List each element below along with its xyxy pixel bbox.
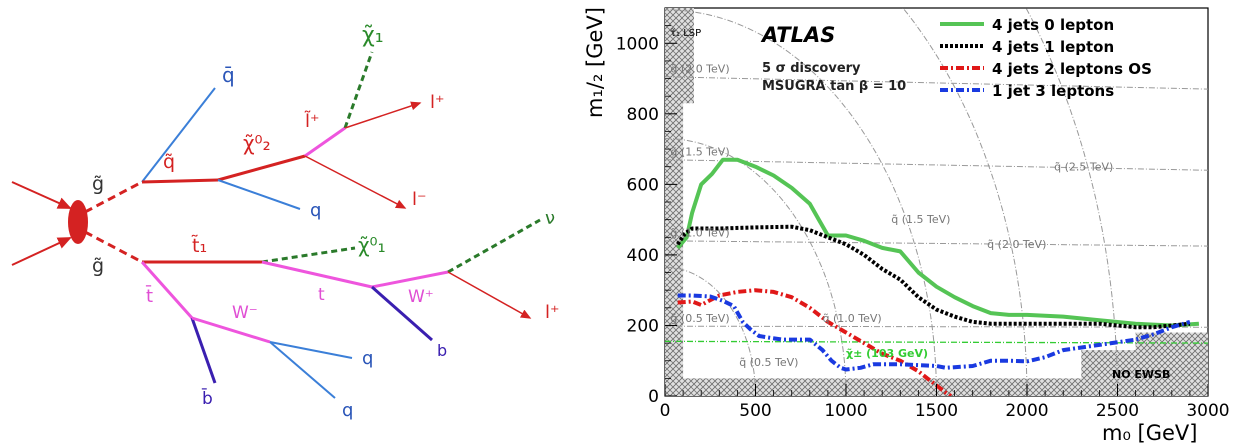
gluino-contour-0 (665, 325, 1208, 328)
legend-label-2: 4 jets 2 leptons OS (992, 60, 1152, 78)
label-neutralino1: χ̃⁰₁ (358, 233, 386, 257)
label-neutrino: ν (545, 208, 555, 229)
legend-label-1: 4 jets 1 lepton (992, 38, 1114, 56)
squark-contour-4 (1025, 8, 1118, 396)
wplus-line (371, 270, 449, 289)
squark-contour-label-0: q̃ (0.5 TeV) (739, 356, 798, 369)
antibottom-line (190, 317, 217, 384)
neutrino-line (447, 218, 541, 274)
chart-title: ATLAS (760, 23, 835, 47)
gluino-contour-3 (665, 76, 1208, 90)
neutralino1-line (261, 246, 356, 264)
incoming-proton-2 (11, 237, 72, 266)
incoming-proton-1 (11, 181, 72, 209)
legend-label-3: 1 jet 3 leptons (992, 82, 1114, 100)
y-tick-label-4: 800 (627, 105, 659, 125)
quark-low2-line (269, 341, 336, 399)
label-neutralino2: χ̃⁰₂ (243, 131, 271, 155)
label-chargino: χ̃₁ (362, 23, 384, 48)
legend-label-0: 4 jets 0 lepton (992, 16, 1114, 34)
gluino-lower (84, 230, 143, 264)
label-gluino-bottom: g̃ (92, 255, 104, 277)
label-antiquark: q̄ (222, 63, 235, 87)
label-quark-low2: q (342, 400, 353, 421)
squark-contour-3 (902, 8, 1028, 396)
label-stop: t̃₁ (191, 235, 207, 257)
x-tick-label-5: 2500 (1096, 401, 1139, 421)
y-tick-label-3: 600 (627, 175, 659, 195)
x-axis-label: m₀ [GeV] (1102, 421, 1198, 445)
quark-low1-line (269, 341, 353, 359)
label-lepton-plus-right: l⁺ (545, 302, 560, 323)
x-tick-label-0: 0 (660, 401, 671, 421)
label-slepton: l̃⁺ (304, 111, 320, 132)
bottom-line (371, 285, 433, 342)
y-tick-label-0: 0 (648, 387, 659, 407)
slepton-line (304, 126, 346, 158)
hatched-region-4 (1135, 332, 1208, 396)
series-line-2 (677, 288, 953, 396)
x-tick-label-6: 3000 (1186, 401, 1229, 421)
gluino-contour-1 (665, 240, 1208, 247)
annotation-line-2: MSUGRA tan β = 10 (762, 79, 906, 94)
squark-contour-label-4: q̃ (2.5 TeV) (1054, 160, 1113, 173)
label-lepton-plus-top: l⁺ (430, 92, 445, 113)
lepton-plus-top-line (344, 101, 422, 129)
label-quark-low1: q (362, 348, 373, 369)
series-line-1 (676, 224, 1191, 330)
label-antitop: t̄ (145, 285, 153, 307)
feynman-diagram: g̃ g̃ q̄ q̃ χ̃⁰₂ l̃⁺ χ̃₁ l⁺ l⁻ q t̃₁ χ̃⁰… (11, 23, 560, 421)
atlas-discovery-plot: 0 500 1000 1500 2000 2500 3000 0 200 400 600 800 100… (583, 7, 1230, 445)
top-line (261, 260, 373, 289)
squark-contour-label-2: q̃ (1.5 TeV) (891, 213, 950, 226)
label-bottom: b (437, 341, 447, 360)
antitop-line (140, 261, 194, 319)
label-wplus: W⁺ (408, 287, 434, 307)
squark-line (141, 178, 219, 184)
annotation-line-1: 5 σ discovery (762, 61, 861, 76)
x-tick-label-1: 500 (739, 401, 771, 421)
label-lepton-minus: l⁻ (412, 189, 427, 210)
x-tick-label-2: 1000 (824, 401, 867, 421)
squark-contour-2 (665, 9, 937, 396)
gluino-contour-label-2: g̃ (1.5 TeV) (670, 145, 729, 158)
y-tick-label-2: 400 (627, 246, 659, 266)
squark-contour-label-1: q̃ (1.0 TeV) (822, 312, 881, 325)
collision-vertex (68, 200, 88, 244)
series-line-3 (677, 293, 1191, 372)
wminus-line (191, 316, 271, 344)
legend: 4 jets 0 lepton 4 jets 1 lepton 4 jets 2 l… (940, 16, 1152, 100)
x-tick-label-4: 2000 (1005, 401, 1048, 421)
antiquark-line (141, 87, 216, 183)
gluino-contour-label-1: g̃ (1.0 TeV) (670, 227, 729, 240)
lepton-minus-line (304, 155, 407, 209)
label-antibottom: b̄ (202, 387, 213, 409)
y-axis-label: m₁/₂ [GeV] (583, 7, 607, 118)
label-quark-mid: q (310, 200, 321, 221)
quark-mid-line (217, 179, 301, 210)
gluino-contour-label-0: g̃ (0.5 TeV) (670, 312, 729, 325)
x-tick-label-3: 1500 (915, 401, 958, 421)
lsp-region-label: τ̃₁ LSP (670, 27, 701, 39)
label-squark: q̃ (163, 151, 175, 173)
label-top: t (318, 285, 325, 305)
squark-contour-label-3: q̃ (2.0 TeV) (987, 238, 1046, 251)
y-tick-label-5: 1000 (616, 34, 659, 54)
chargino-contour-label: χ̃± (103 GeV) (846, 347, 928, 360)
hatched-region-1 (683, 8, 694, 104)
hatched-region-5 (1081, 350, 1136, 379)
lepton-plus-right-line (447, 271, 532, 319)
label-gluino-top: g̃ (92, 173, 104, 195)
label-wminus: W⁻ (232, 303, 258, 323)
gluino-upper (84, 180, 143, 214)
no-ewsb-label: NO EWSB (1112, 368, 1170, 381)
series-line-0 (676, 157, 1200, 328)
chargino-line (343, 51, 374, 129)
y-tick-label-1: 200 (627, 316, 659, 336)
gluino-contour-2 (665, 159, 1208, 171)
gluino-contour-label-3: g̃ (2.0 TeV) (670, 63, 729, 76)
hatched-region-0 (665, 8, 684, 396)
neutralino2-line (217, 154, 306, 182)
